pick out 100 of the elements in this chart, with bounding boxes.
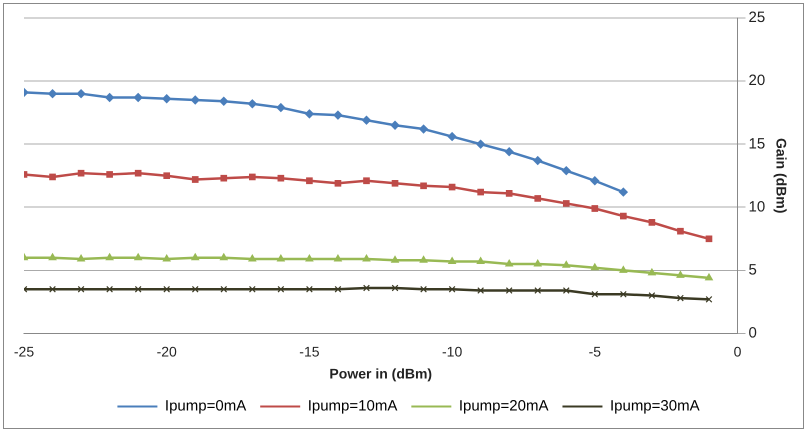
point	[77, 254, 86, 262]
point	[505, 260, 514, 267]
point	[134, 286, 142, 293]
x-tick-label: 0	[734, 344, 742, 360]
point	[362, 116, 371, 125]
point	[78, 170, 84, 177]
point	[392, 180, 398, 187]
x-tick-label: -15	[299, 344, 320, 360]
point	[163, 172, 170, 180]
x-tick-label: -20	[156, 344, 178, 360]
point	[392, 284, 398, 292]
point	[278, 174, 284, 182]
point	[248, 286, 256, 293]
point	[162, 254, 171, 262]
y-tick-label: 0	[748, 324, 757, 342]
point	[363, 177, 370, 184]
point	[276, 254, 285, 262]
legend-label: Ipump=30mA	[610, 398, 700, 415]
point	[334, 254, 342, 262]
point	[648, 292, 656, 299]
point	[705, 273, 713, 280]
point	[477, 188, 484, 196]
point	[248, 254, 256, 262]
point	[448, 256, 456, 264]
point	[48, 253, 57, 260]
y-tick-label: 20	[748, 72, 766, 90]
point	[134, 170, 142, 177]
point	[106, 286, 114, 293]
point	[648, 219, 656, 226]
point	[106, 253, 114, 260]
point	[49, 174, 56, 180]
point	[220, 286, 228, 293]
point	[706, 296, 712, 303]
point	[706, 235, 712, 242]
point	[620, 290, 627, 298]
point	[334, 180, 342, 187]
point	[419, 124, 428, 134]
point	[248, 174, 256, 180]
point	[191, 253, 200, 260]
point	[105, 92, 114, 102]
point	[304, 109, 314, 118]
point	[562, 260, 570, 268]
x-axis-title: Power in (dBm)	[329, 365, 432, 382]
point	[534, 195, 542, 202]
point	[78, 286, 85, 293]
point	[277, 286, 284, 293]
y-tick-label: 5	[748, 261, 757, 278]
point	[134, 253, 142, 260]
point	[163, 286, 170, 293]
y-axis-title: Gain (dBm)	[774, 138, 790, 214]
point	[276, 103, 286, 112]
point	[334, 286, 342, 293]
point	[333, 110, 342, 120]
point	[363, 284, 370, 292]
point	[619, 266, 628, 273]
point	[506, 190, 513, 197]
point	[76, 89, 86, 98]
point	[192, 286, 199, 293]
point	[477, 287, 484, 294]
point	[420, 286, 427, 293]
point	[476, 140, 486, 149]
point	[448, 132, 457, 142]
y-tick-label: 25	[748, 9, 766, 26]
point	[390, 120, 400, 130]
point	[306, 177, 313, 184]
point	[677, 294, 684, 302]
point	[192, 176, 199, 183]
point	[106, 171, 113, 178]
point	[648, 268, 656, 276]
point	[190, 96, 200, 105]
point	[391, 256, 399, 263]
point	[448, 286, 456, 293]
legend-label: Ipump=20mA	[458, 398, 548, 415]
point	[562, 200, 570, 207]
point	[591, 205, 598, 212]
x-tick-label: -5	[588, 344, 602, 360]
point	[562, 287, 570, 294]
point	[618, 188, 628, 197]
point	[590, 263, 599, 270]
point	[220, 174, 228, 182]
point	[219, 96, 228, 106]
point	[220, 253, 228, 260]
x-tick-label: -10	[442, 344, 462, 360]
y-tick-label: 10	[748, 198, 766, 216]
point	[305, 254, 314, 262]
point	[591, 290, 598, 298]
point	[506, 287, 513, 294]
legend-label: Ipump=10mA	[308, 398, 398, 415]
point	[676, 270, 684, 278]
point	[476, 256, 485, 264]
point	[420, 256, 428, 263]
point	[49, 286, 56, 293]
point	[362, 254, 370, 262]
point	[448, 184, 456, 190]
y-tick-label: 15	[748, 135, 766, 152]
x-tick-label: -25	[14, 344, 34, 360]
point	[162, 94, 172, 104]
point	[534, 260, 542, 267]
point	[306, 286, 313, 293]
point	[562, 166, 571, 176]
